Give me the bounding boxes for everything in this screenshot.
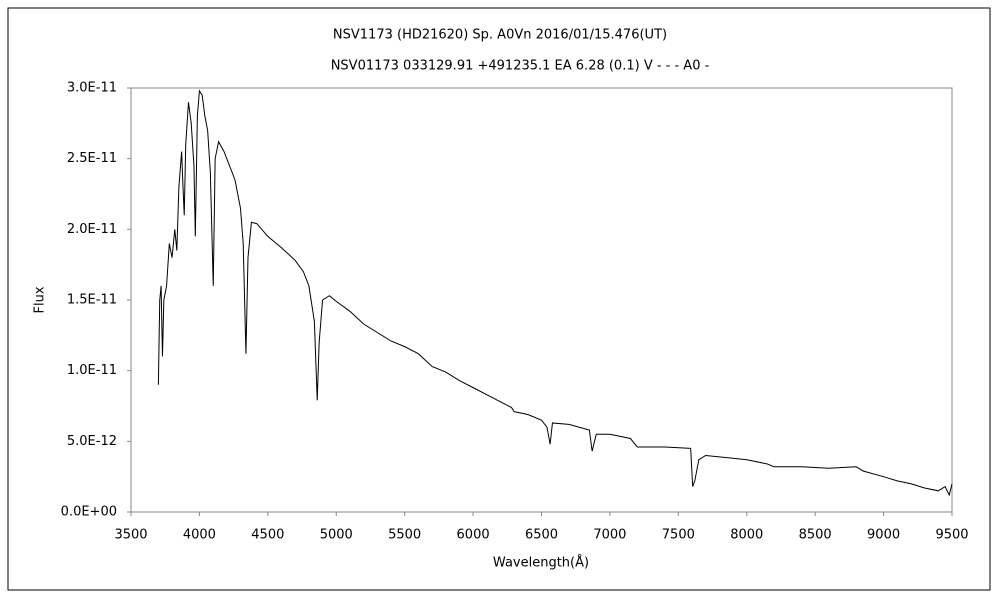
x-tick-label: 9500 — [935, 528, 968, 543]
frame — [7, 7, 991, 591]
x-tick-label: 7500 — [662, 528, 695, 543]
chart-title: NSV1173 (HD21620) Sp. A0Vn 2016/01/15.47… — [333, 28, 667, 43]
y-tick-label: 5.0E-12 — [67, 434, 117, 449]
y-tick-label: 1.5E-11 — [67, 293, 117, 308]
x-tick-label: 6500 — [525, 528, 558, 543]
y-tick-label: 0.0E+00 — [61, 505, 117, 520]
x-tick-label: 5500 — [388, 528, 421, 543]
chart-subtitle: NSV01173 033129.91 +491235.1 EA 6.28 (0.… — [331, 59, 710, 74]
y-tick-label: 2.5E-11 — [67, 151, 117, 166]
y-tick-label: 2.0E-11 — [67, 222, 117, 237]
x-tick-label: 4000 — [183, 528, 216, 543]
x-tick-label: 7000 — [593, 528, 626, 543]
x-tick-label: 6000 — [457, 528, 490, 543]
y-tick-label: 3.0E-11 — [67, 81, 117, 96]
y-axis-title: Flux — [33, 286, 48, 313]
x-tick-label: 5000 — [320, 528, 353, 543]
x-tick-label: 8000 — [730, 528, 763, 543]
y-tick-label: 1.0E-11 — [67, 363, 117, 378]
x-tick-label: 9000 — [867, 528, 900, 543]
spectrum-line — [157, 89, 953, 497]
x-tick-label: 4500 — [251, 528, 284, 543]
x-tick-label: 8500 — [799, 528, 832, 543]
x-tick-label: 3500 — [114, 528, 147, 543]
x-axis-title: Wavelength(Å) — [493, 555, 589, 571]
